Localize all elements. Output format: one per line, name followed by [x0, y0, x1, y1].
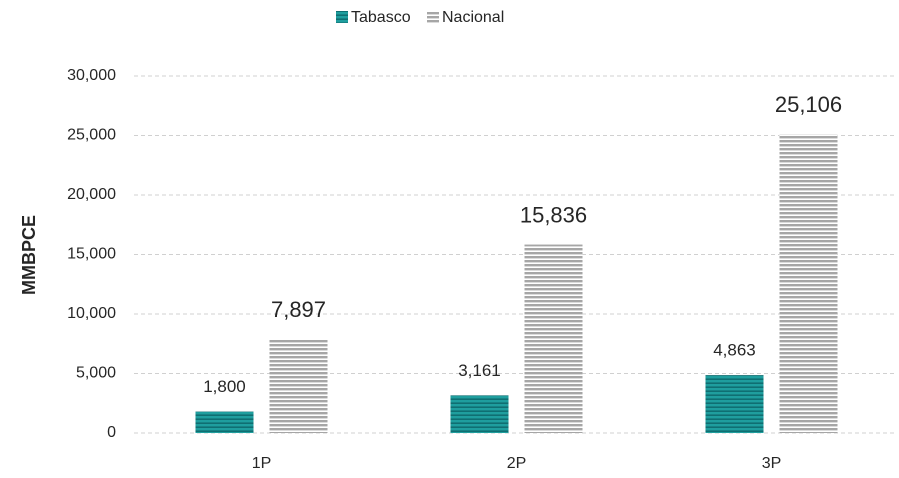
legend-swatch: [427, 11, 439, 23]
y-axis-label: MMBPCE: [19, 215, 39, 295]
data-label: 25,106: [775, 92, 842, 117]
bar: [269, 339, 328, 433]
y-tick-label: 25,000: [67, 127, 116, 144]
x-tick-label: 3P: [762, 455, 782, 472]
y-tick-label: 30,000: [67, 67, 116, 84]
x-tick-label: 1P: [252, 455, 272, 472]
data-label: 15,836: [520, 202, 587, 227]
bar: [779, 134, 838, 434]
y-tick-label: 10,000: [67, 305, 116, 322]
data-label: 7,897: [271, 297, 326, 322]
bar: [195, 411, 254, 433]
legend-label: Nacional: [442, 9, 504, 26]
x-tick-label: 2P: [507, 455, 527, 472]
data-label: 4,863: [713, 341, 756, 360]
bar: [450, 395, 509, 433]
y-tick-label: 20,000: [67, 186, 116, 203]
data-label: 1,800: [203, 377, 246, 396]
bar: [524, 244, 583, 433]
data-label: 3,161: [458, 361, 501, 380]
legend-swatch: [336, 11, 348, 23]
y-tick-label: 15,000: [67, 246, 116, 263]
legend-label: Tabasco: [351, 9, 411, 26]
y-tick-label: 5,000: [76, 365, 116, 382]
y-tick-label: 0: [107, 424, 116, 441]
bar: [705, 375, 764, 433]
